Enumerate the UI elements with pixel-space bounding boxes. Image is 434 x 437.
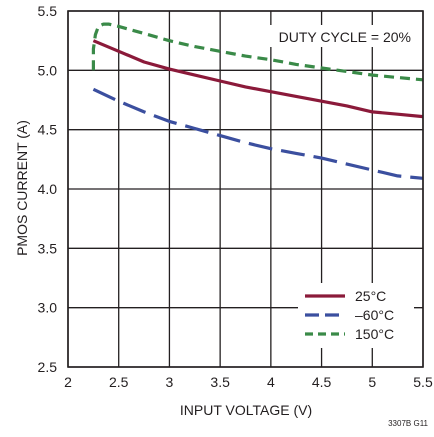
x-tick-label: 2 [64,374,72,390]
x-tick-label: 5.5 [413,374,433,390]
y-tick-label: 5.5 [38,3,58,19]
series-line-0 [92,39,424,119]
grid [67,10,424,368]
x-tick-label: 4 [267,374,275,390]
x-axis-title: INPUT VOLTAGE (V) [180,402,312,418]
legend: 25°C –60°C 150°C [298,283,414,348]
figure-id: 3307B G11 [388,419,428,428]
y-tick-label: 3.0 [38,300,58,316]
legend-label: 150°C [355,326,394,342]
x-tick-label: 3.5 [210,374,230,390]
x-tick-label: 5 [368,374,376,390]
x-tick-label: 3 [166,374,174,390]
x-tick-label: 4.5 [312,374,332,390]
y-tick-label: 2.5 [38,359,58,375]
duty-cycle-annotation: DUTY CYCLE = 20% [279,29,411,45]
plot-frame [67,10,424,368]
y-tick-label: 5.0 [38,62,58,78]
y-tick-labels: 2.5 3.0 3.5 4.0 4.5 5.0 5.5 [38,3,58,375]
y-tick-label: 4.5 [38,122,58,138]
y-axis-title: PMOS CURRENT (A) [14,120,30,256]
annotation-backdrop [257,25,415,47]
legend-label: 25°C [355,288,386,304]
y-tick-label: 4.0 [38,181,58,197]
legend-label: –60°C [355,307,394,323]
y-tick-label: 3.5 [38,240,58,256]
x-tick-labels: 2 2.5 3 3.5 4 4.5 5 5.5 [64,374,433,390]
series-line-1 [92,87,424,180]
series-line-2 [91,22,424,82]
series-layer [91,22,424,180]
x-tick-label: 2.5 [109,374,129,390]
